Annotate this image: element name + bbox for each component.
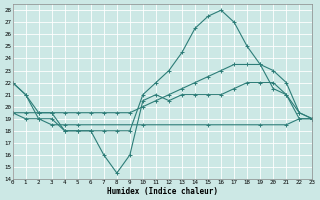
X-axis label: Humidex (Indice chaleur): Humidex (Indice chaleur) (107, 187, 218, 196)
